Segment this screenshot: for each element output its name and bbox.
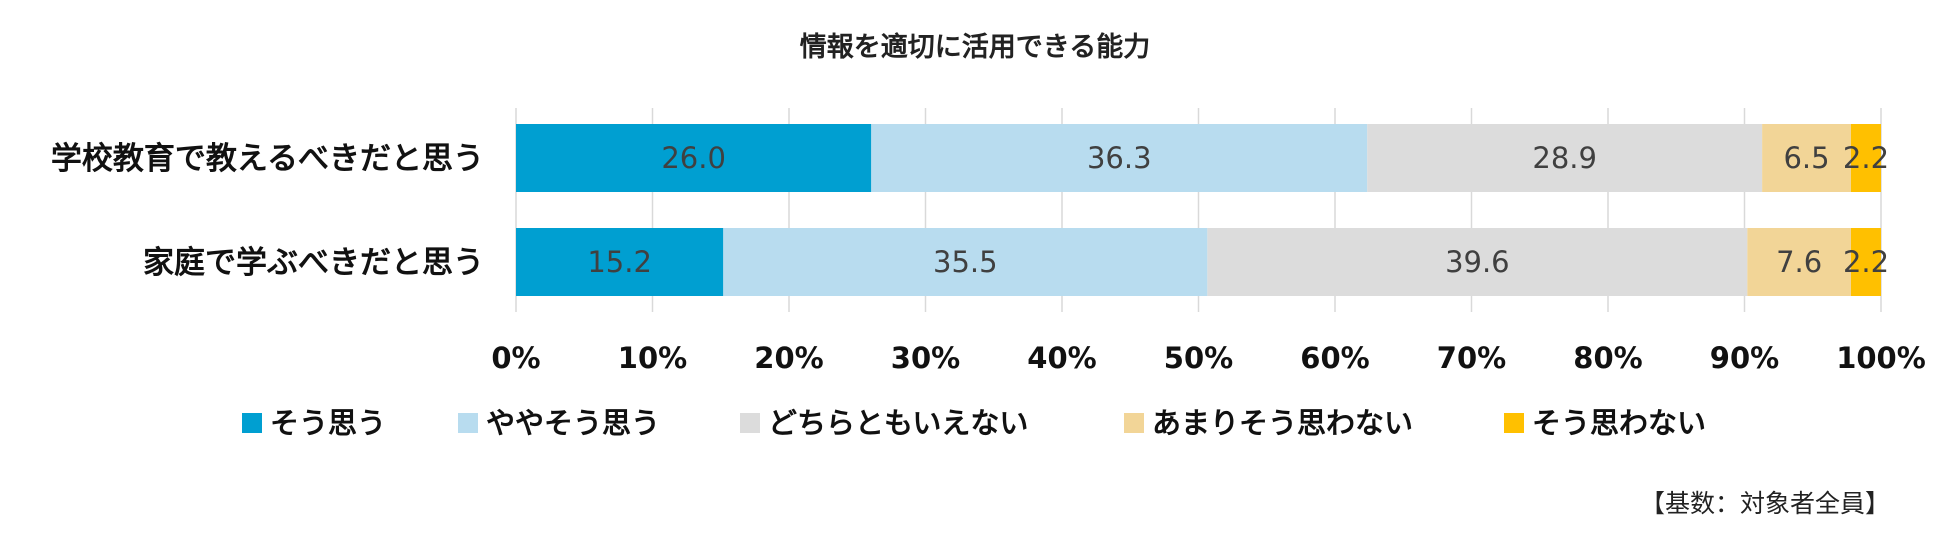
legend-label: ややそう思う	[486, 406, 660, 440]
x-tick-label: 90%	[1710, 341, 1779, 375]
data-label: 39.6	[1445, 245, 1510, 279]
category-label: 家庭で学ぶべきだと思う	[143, 245, 484, 281]
x-tick-label: 10%	[618, 341, 687, 375]
chart-title: 情報を適切に活用できる能力	[800, 31, 1150, 63]
bar-segment	[1762, 124, 1851, 192]
base-note: 【基数：対象者全員】	[1640, 489, 1890, 518]
x-tick-label: 0%	[491, 341, 540, 375]
data-label: 6.5	[1783, 141, 1829, 175]
bars: 26.0 36.3 28.9 6.5 2.2 15.2 35.5 39.6 7.6 2.2	[516, 124, 1889, 296]
bar-segment	[1850, 124, 1881, 192]
bar-segment	[1207, 228, 1748, 296]
legend-swatch	[1124, 413, 1144, 433]
x-tick-label: 70%	[1437, 341, 1506, 375]
data-label: 7.6	[1776, 245, 1822, 279]
x-tick-label: 80%	[1573, 341, 1642, 375]
data-label: 36.3	[1087, 141, 1152, 175]
bar-segment	[516, 228, 724, 296]
x-tick-label: 30%	[891, 341, 960, 375]
legend-label: どちらともいえない	[768, 406, 1028, 440]
data-label: 2.2	[1843, 245, 1889, 279]
x-axis-ticks: 0% 10% 20% 30% 40% 50% 60% 70% 80% 90% 100%	[491, 341, 1925, 375]
legend-label: そう思う	[270, 406, 386, 440]
legend-swatch	[458, 413, 478, 433]
legend-label: そう思わない	[1532, 406, 1706, 440]
x-tick-label: 100%	[1836, 341, 1926, 375]
bar-segment	[723, 228, 1208, 296]
data-label: 28.9	[1532, 141, 1597, 175]
legend-swatch	[1504, 413, 1524, 433]
data-label: 26.0	[661, 141, 726, 175]
bar-segment	[1367, 124, 1763, 192]
legend: そう思う ややそう思う どちらともいえない あまりそう思わない そう思わない	[242, 406, 1706, 440]
bar-segment	[1747, 228, 1851, 296]
data-label: 2.2	[1843, 141, 1889, 175]
x-tick-label: 20%	[754, 341, 823, 375]
bar-segment	[871, 124, 1368, 192]
data-label: 15.2	[587, 245, 652, 279]
legend-swatch	[740, 413, 760, 433]
x-tick-label: 40%	[1027, 341, 1096, 375]
category-label: 学校教育で教えるべきだと思う	[51, 141, 484, 177]
x-tick-label: 60%	[1300, 341, 1369, 375]
bar-segment	[516, 124, 872, 192]
bar-segment	[1851, 228, 1881, 296]
x-tick-label: 50%	[1164, 341, 1233, 375]
legend-label: あまりそう思わない	[1152, 406, 1413, 440]
legend-swatch	[242, 413, 262, 433]
data-label: 35.5	[933, 245, 998, 279]
